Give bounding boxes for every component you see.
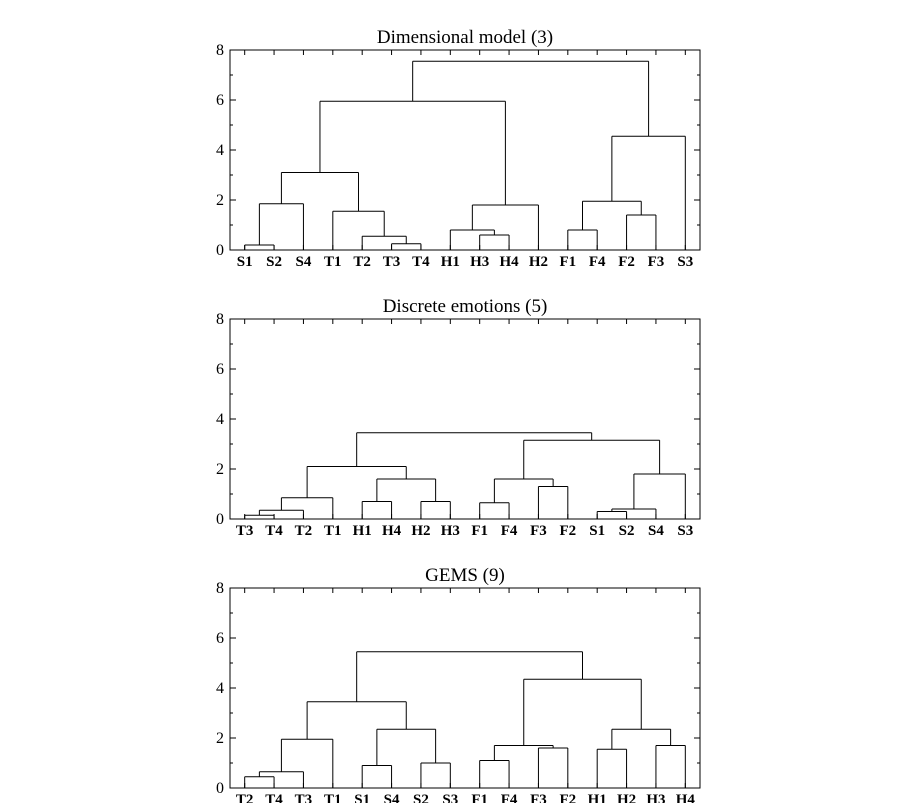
ytick-label: 4 [216,142,224,159]
xtick-label: T1 [324,792,342,803]
ytick-label: 6 [216,361,224,378]
panel-discrete: Discrete emotions (5) 0 2 4 6 8 T3 T4 T2 T1 H1 H4 H2… [216,296,700,539]
xtick-label: T4 [412,254,430,270]
xtick-label: H1 [353,523,372,539]
xtick-label: F1 [471,523,488,539]
xtick-label: T3 [383,254,401,270]
xtick-label: F2 [618,254,635,270]
xtick-label: F4 [501,792,518,803]
plot-frame [230,50,700,250]
xtick-label: H4 [499,254,519,270]
xtick-label: S4 [296,254,312,270]
xtick-label: H3 [441,523,460,539]
plot-frame [230,319,700,519]
xtick-label: S3 [442,792,458,803]
ytick-label: 2 [216,730,224,747]
xtick-label: S2 [266,254,282,270]
xtick-label: T2 [295,523,313,539]
xtick-label: F2 [559,523,576,539]
ytick-label: 2 [216,192,224,209]
panel-gems: GEMS (9) 0 2 4 6 8 T2 T4 T3 T1 S1 S4 S2 S3 F1 F4 F3 F2 H1 H… [216,565,700,803]
xtick-label: S4 [384,792,400,803]
xtick-label: S4 [648,523,664,539]
ytick-label: 0 [216,242,224,259]
ytick-label: 6 [216,630,224,647]
xtick-label: S2 [619,523,635,539]
xtick-label: F4 [501,523,518,539]
ytick-label: 8 [216,42,224,59]
xtick-label: T4 [265,792,283,803]
xtick-label: H3 [470,254,489,270]
dendrogram [245,652,686,788]
xtick-label: H3 [646,792,665,803]
xtick-label: H4 [382,523,402,539]
xtick-label: S2 [413,792,429,803]
dendrogram [245,433,686,519]
xtick-label: F4 [589,254,606,270]
xtick-label: T1 [324,523,342,539]
xtick-label: S3 [677,254,693,270]
xtick-label: T3 [295,792,313,803]
xtick-label: H1 [588,792,607,803]
xtick-label: S1 [237,254,253,270]
xtick-label: F2 [559,792,576,803]
xtick-label: F1 [471,792,488,803]
xtick-label: T4 [265,523,283,539]
ytick-label: 4 [216,411,224,428]
ytick-label: 4 [216,680,224,697]
xtick-label: T3 [236,523,254,539]
panel-title: Discrete emotions (5) [383,296,548,317]
xtick-label: S3 [677,523,693,539]
dendrogram-figure: Dimensional model (3) 0 2 4 6 8 S1 S2 S4 T1 T2 T3 T4… [0,0,900,803]
panel-title: GEMS (9) [425,565,505,586]
xtick-label: S1 [354,792,370,803]
plot-frame [230,588,700,788]
xtick-label: H2 [529,254,548,270]
ytick-label: 2 [216,461,224,478]
xtick-label: T1 [324,254,342,270]
xtick-label: F1 [559,254,576,270]
xtick-label: H2 [411,523,430,539]
xtick-label: S1 [589,523,605,539]
xtick-label: T2 [353,254,371,270]
xtick-label: F3 [648,254,665,270]
dendrogram [245,61,686,250]
ytick-label: 8 [216,580,224,597]
xtick-label: F3 [530,523,547,539]
xtick-label: F3 [530,792,547,803]
ytick-label: 6 [216,92,224,109]
xtick-label: T2 [236,792,254,803]
panel-dimensional: Dimensional model (3) 0 2 4 6 8 S1 S2 S4 T1 T2 T3 T4… [216,27,700,270]
panel-title: Dimensional model (3) [377,27,553,48]
xtick-label: H4 [676,792,696,803]
xtick-label: H2 [617,792,636,803]
ytick-label: 8 [216,311,224,328]
ytick-label: 0 [216,780,224,797]
xtick-label: H1 [441,254,460,270]
ytick-label: 0 [216,511,224,528]
